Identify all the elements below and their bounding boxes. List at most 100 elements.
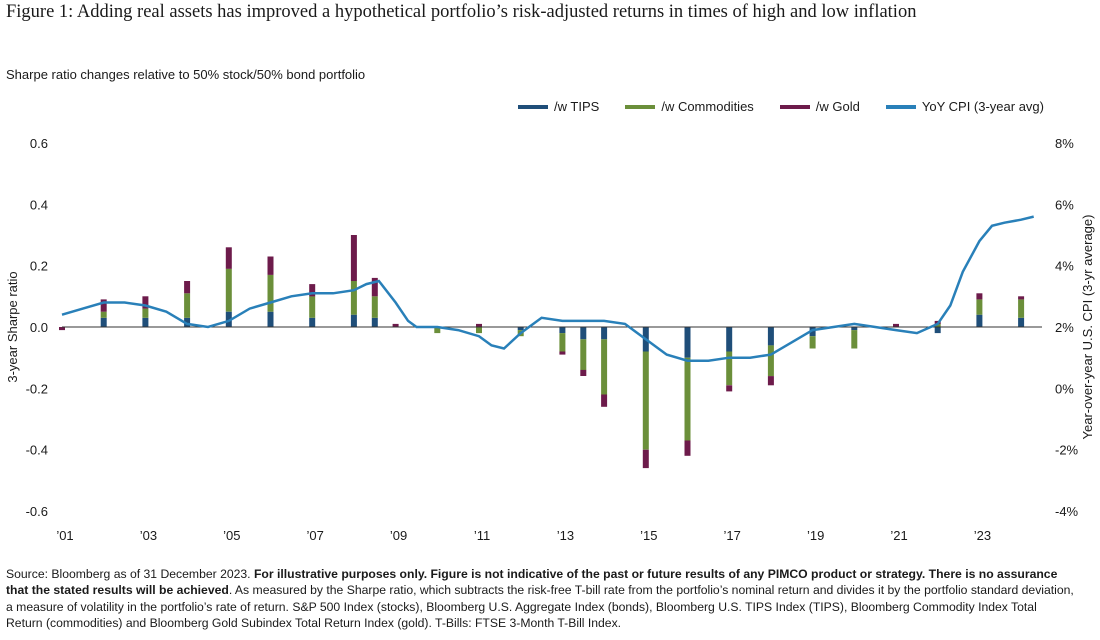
x-tick-label: ’03	[140, 528, 157, 543]
bar-wtips-23	[934, 327, 941, 334]
bar-wtips-19	[767, 327, 774, 346]
bar-wgold-2	[142, 296, 149, 309]
bar-wgold-24	[976, 293, 983, 300]
legend-item-tips: /w TIPS	[518, 99, 599, 114]
bar-wcommodities-8	[371, 296, 378, 318]
y2-axis-title: Year-over-year U.S. CPI (3-yr average)	[1080, 215, 1095, 440]
chart-subtitle: Sharpe ratio changes relative to 50% sto…	[6, 67, 366, 82]
bar-wtips-13	[559, 327, 566, 334]
bar-wtips-6	[309, 317, 316, 327]
y-tick-label: 0.0	[30, 320, 48, 335]
footnote-details: . As measured by the Sharpe ratio, which…	[6, 583, 1074, 630]
legend-swatch-gold	[779, 104, 810, 109]
bar-wtips-25	[1018, 317, 1025, 327]
bar-wcommodities-7	[350, 281, 357, 315]
y2-tick-label: -2%	[1055, 443, 1079, 458]
y-tick-label: -0.4	[26, 443, 48, 458]
footnote: Source: Bloomberg as of 31 December 2023…	[6, 566, 1076, 631]
bar-wgold-18	[726, 385, 733, 392]
bar-wcommodities-24	[976, 299, 983, 315]
legend-item-commodities: /w Commodities	[625, 99, 754, 114]
bar-wtips-8	[371, 317, 378, 327]
bar-wtips-15	[601, 327, 608, 340]
y2-tick-label: 2%	[1055, 320, 1074, 335]
bar-wcommodities-4	[225, 268, 232, 312]
bar-wcommodities-5	[267, 274, 274, 312]
y2-tick-label: 8%	[1055, 136, 1074, 151]
bar-wtips-2	[142, 317, 149, 327]
chart-title: Figure 1: Adding real assets has improve…	[6, 2, 917, 22]
x-tick-label: ’01	[56, 528, 73, 543]
bar-wgold-17	[684, 440, 691, 456]
y2-tick-label: 4%	[1055, 259, 1074, 274]
y-tick-label: 0.4	[30, 197, 48, 212]
bar-wtips-3	[184, 317, 191, 327]
legend: /w TIPS /w Commodities /w Gold YoY CPI (…	[518, 99, 1044, 114]
y2-tick-label: -4%	[1055, 504, 1079, 519]
x-tick-label: ’07	[307, 528, 324, 543]
legend-label-gold: /w Gold	[815, 99, 860, 114]
y2-tick-label: 6%	[1055, 197, 1074, 212]
y-axis-title: 3-year Sharpe ratio	[5, 271, 20, 382]
bar-wtips-12	[517, 327, 524, 331]
bar-wgold-13	[559, 351, 566, 355]
bar-wtips-18	[726, 327, 733, 352]
axes-layer: 0.6 0.4 0.2 0.0 -0.2 -0.4 -0.6 8% 6% 4% 2% 0% -2% -4%…	[26, 136, 1079, 543]
bar-wgold-19	[767, 376, 774, 386]
bar-wtips-24	[976, 314, 983, 327]
x-tick-label: ’11	[474, 528, 490, 543]
bar-wgold-6	[309, 284, 316, 297]
legend-label-cpi: YoY CPI (3-year avg)	[921, 99, 1044, 114]
bar-wcommodities-11	[476, 327, 482, 334]
x-tick-label: ’23	[974, 528, 991, 543]
bar-wgold-14	[580, 369, 587, 376]
y2-tick-label: 0%	[1055, 381, 1074, 396]
bar-wcommodities-16	[642, 351, 649, 450]
bar-wcommodities-25	[1018, 299, 1025, 318]
y-tick-label: 0.2	[30, 259, 48, 274]
bar-wtips-7	[350, 314, 357, 327]
bar-wgold-8	[371, 277, 378, 297]
bar-wcommodities-2	[142, 308, 149, 318]
bar-wcommodities-17	[684, 357, 691, 441]
bar-wcommodities-18	[726, 351, 733, 386]
cpi-line	[61, 215, 1034, 362]
bar-wgold-15	[601, 394, 608, 407]
bar-wcommodities-23	[934, 323, 941, 327]
bar-wgold-22	[893, 323, 899, 327]
chart-canvas: 0.6 0.4 0.2 0.0 -0.2 -0.4 -0.6 8% 6% 4% 2% 0% -2% -4%…	[5, 136, 1095, 543]
legend-swatch-commodities	[625, 104, 656, 109]
legend-label-tips: /w TIPS	[554, 99, 600, 114]
x-tick-label: ’19	[807, 528, 824, 543]
legend-item-cpi: YoY CPI (3-year avg)	[885, 99, 1044, 114]
x-tick-label: ’05	[223, 528, 240, 543]
bar-wcommodities-3	[184, 293, 191, 318]
x-tick-label: ’13	[557, 528, 574, 543]
bar-wcommodities-13	[559, 333, 566, 352]
bar-wgold-4	[225, 247, 232, 269]
bar-wgold-0	[59, 327, 65, 331]
bar-wgold-11	[476, 323, 482, 327]
y-tick-label: 0.6	[30, 136, 48, 151]
bar-wtips-20	[809, 327, 816, 337]
bars-layer	[59, 235, 1025, 469]
footnote-disclaimer: For illustrative purposes only. Figure i…	[6, 567, 1058, 598]
bar-wgold-25	[1018, 296, 1025, 300]
bar-wgold-7	[350, 235, 357, 281]
bar-wcommodities-6	[309, 296, 316, 318]
y-tick-label: -0.6	[26, 504, 48, 519]
bar-wcommodities-19	[767, 345, 774, 377]
bar-wcommodities-14	[580, 339, 587, 370]
bar-wgold-16	[642, 449, 649, 469]
bar-wcommodities-20	[809, 336, 816, 349]
bar-wcommodities-10	[434, 327, 441, 334]
x-tick-label: ’09	[390, 528, 407, 543]
bar-wgold-9	[392, 323, 399, 327]
legend-swatch-cpi	[885, 104, 916, 109]
bar-wtips-21	[851, 327, 858, 331]
bar-wtips-5	[267, 311, 274, 327]
x-tick-label: ’21	[890, 528, 907, 543]
y-tick-label: -0.2	[26, 381, 48, 396]
bar-wcommodities-15	[601, 339, 608, 395]
bar-wtips-14	[580, 327, 587, 340]
